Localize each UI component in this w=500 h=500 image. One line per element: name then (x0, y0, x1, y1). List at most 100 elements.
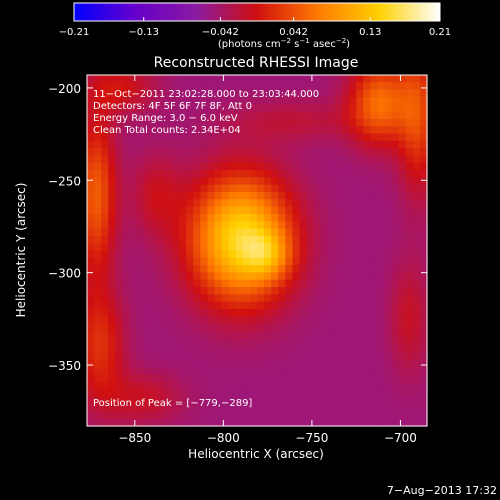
heatmap-cell (377, 338, 386, 347)
heatmap-cell (377, 257, 386, 266)
heatmap-cell (412, 309, 421, 317)
heatmap-cell (172, 126, 180, 135)
heatmap-cell (214, 374, 223, 383)
heatmap-cell (271, 104, 279, 113)
heatmap-cell (129, 96, 138, 105)
heatmap-cell (143, 418, 152, 427)
heatmap-cell (412, 162, 421, 171)
heatmap-cell (200, 199, 209, 208)
heatmap-cell (108, 192, 116, 200)
heatmap-cell (129, 250, 138, 259)
heatmap-cell (363, 104, 371, 113)
heatmap-cell (356, 75, 364, 83)
heatmap-cell (377, 177, 386, 186)
heatmap-cell (136, 360, 145, 369)
heatmap-cell (143, 126, 152, 135)
heatmap-cell (94, 89, 102, 98)
heatmap-cell (377, 206, 386, 215)
heatmap-cell (150, 323, 159, 332)
heatmap-cell (292, 360, 301, 369)
heatmap-cell (193, 235, 201, 244)
heatmap-cell (278, 140, 286, 149)
heatmap-cell (214, 279, 223, 288)
heatmap-cell (150, 126, 159, 135)
heatmap-cell (356, 162, 364, 171)
heatmap-cell (115, 89, 124, 98)
heatmap-cell (391, 360, 400, 369)
heatmap-cell (257, 104, 265, 113)
heatmap-cell (412, 82, 421, 91)
heatmap-cell (101, 367, 109, 376)
heatmap-cell (299, 140, 308, 149)
heatmap-cell (122, 309, 131, 317)
heatmap-cell (292, 221, 301, 230)
heatmap-cell (108, 287, 116, 295)
heatmap-cell (306, 323, 315, 332)
heatmap-cell (186, 82, 194, 91)
heatmap-cell (405, 411, 414, 420)
heatmap-cell (419, 111, 428, 120)
heatmap-cell (285, 155, 294, 164)
heatmap-cell (87, 323, 95, 332)
heatmap-cell (405, 118, 414, 127)
heatmap-cell (200, 162, 209, 171)
heatmap-cell (257, 257, 265, 266)
heatmap-cell (136, 148, 145, 157)
heatmap-cell (235, 155, 244, 164)
heatmap-cell (313, 118, 322, 127)
heatmap-cell (278, 382, 286, 391)
heatmap-cell (356, 89, 364, 98)
heatmap-cell (157, 345, 166, 354)
heatmap-cell (164, 294, 173, 303)
heatmap-cell (320, 118, 329, 127)
heatmap-cell (370, 338, 379, 347)
heatmap-cell (164, 148, 173, 157)
heatmap-cell (136, 301, 145, 310)
heatmap-cell (306, 330, 315, 339)
heatmap-cell (221, 382, 230, 391)
heatmap-cell (101, 75, 109, 83)
heatmap-cell (299, 374, 308, 383)
heatmap-cell (179, 279, 187, 288)
heatmap-cell (356, 126, 364, 135)
heatmap-cell (264, 404, 272, 412)
heatmap-cell (349, 272, 357, 281)
heatmap-cell (278, 75, 286, 83)
heatmap-cell (405, 294, 414, 303)
heatmap-cell (186, 352, 194, 361)
heatmap-cell (87, 199, 95, 208)
heatmap-cell (179, 265, 187, 274)
heatmap-cell (129, 118, 138, 127)
heatmap-cell (334, 301, 343, 310)
heatmap-cell (398, 352, 407, 361)
heatmap-cell (172, 287, 180, 295)
heatmap-cell (306, 396, 315, 405)
heatmap-cell (94, 279, 102, 288)
heatmap-cell (320, 155, 329, 164)
heatmap-cell (186, 235, 194, 244)
heatmap-cell (363, 148, 371, 157)
heatmap-cell (200, 382, 209, 391)
heatmap-cell (235, 104, 244, 113)
heatmap-cell (242, 338, 251, 347)
heatmap-cell (370, 316, 379, 325)
heatmap-cell (313, 82, 322, 91)
heatmap-cell (257, 396, 265, 405)
heatmap-cell (87, 89, 95, 98)
heatmap-cell (264, 250, 272, 259)
heatmap-cell (122, 345, 131, 354)
heatmap-cell (200, 360, 209, 369)
heatmap-cell (150, 235, 159, 244)
heatmap-cell (143, 301, 152, 310)
heatmap-cell (356, 301, 364, 310)
heatmap-cell (412, 418, 421, 427)
heatmap-cell (278, 213, 286, 222)
heatmap-cell (313, 287, 322, 295)
heatmap-cell (320, 199, 329, 208)
heatmap-cell (186, 89, 194, 98)
heatmap-cell (370, 382, 379, 391)
heatmap-cell (235, 316, 244, 325)
heatmap-cell (242, 345, 251, 354)
heatmap-cell (363, 272, 371, 281)
heatmap-cell (249, 265, 258, 274)
